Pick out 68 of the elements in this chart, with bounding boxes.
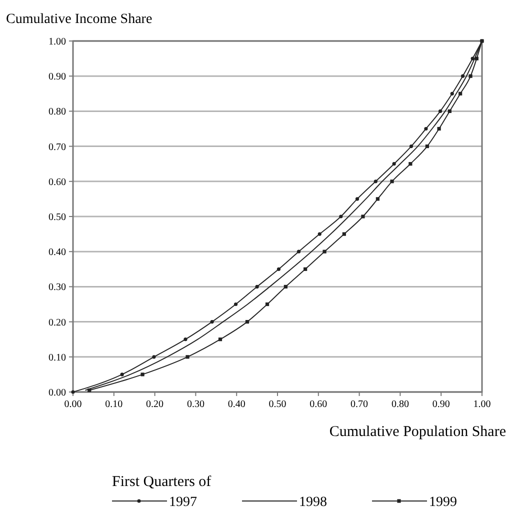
y-tick-label: 0.70 [48,142,66,153]
point [468,74,472,78]
point [318,232,322,236]
x-tick-label: 0.40 [228,399,246,410]
point [339,214,343,218]
y-tick-label: 0.30 [48,282,66,294]
y-axis-title: Cumulative Income Share [6,12,152,27]
x-tick-label: 0.70 [350,399,368,410]
point [425,144,429,148]
x-tick-label: 0.50 [268,399,286,410]
point [71,390,75,394]
point [140,372,144,376]
y-tick-label: 0.00 [48,388,66,398]
y-tick-label: 0.80 [48,106,66,118]
y-tick-label: 0.90 [48,72,66,83]
x-tick-label: 0.00 [64,399,82,410]
point [374,180,378,184]
point [245,320,250,324]
point [355,197,360,201]
x-tick-label: 0.20 [146,399,164,410]
legend-label: 1999 [429,495,457,510]
y-tick-label: 0.10 [48,352,66,364]
x-tick-label: 0.80 [391,399,409,410]
point [296,250,301,254]
legend-label: 1997 [169,495,197,510]
legend-title: First Quarters of [112,474,212,490]
x-tick-label: 0.10 [105,399,123,410]
point [210,320,214,324]
point [376,197,380,201]
point [304,267,308,271]
point [424,126,428,131]
y-tick-label: 0.50 [48,212,66,223]
point [218,338,222,342]
point [448,109,452,113]
point [474,56,478,60]
x-tick-label: 0.60 [310,399,328,410]
point [460,74,465,78]
point [361,214,365,218]
point [390,180,394,184]
y-tick-label: 0.60 [48,176,66,188]
point [276,267,281,271]
y-tick-label: 0.40 [48,247,66,258]
point [152,355,156,359]
point [186,355,190,359]
point [88,388,92,392]
point [322,250,326,254]
point [470,56,474,60]
point [408,162,412,166]
point [184,338,188,342]
y-tick-label: 1.00 [48,36,66,48]
x-tick-label: 1.00 [473,399,491,410]
point [265,302,270,306]
point [437,126,441,131]
point [450,92,454,96]
point [438,109,442,113]
point [458,92,462,96]
point [409,144,414,148]
point [255,284,259,288]
point [120,372,124,376]
legend-label: 1998 [299,495,327,510]
x-tick-label: 0.30 [186,399,204,410]
x-tick-label: 0.90 [432,399,450,410]
point [342,232,346,236]
point [234,302,238,306]
point [284,284,288,288]
x-axis-title: Cumulative Population Share [329,424,506,440]
point [392,162,396,166]
y-tick-label: 0.20 [48,317,66,328]
